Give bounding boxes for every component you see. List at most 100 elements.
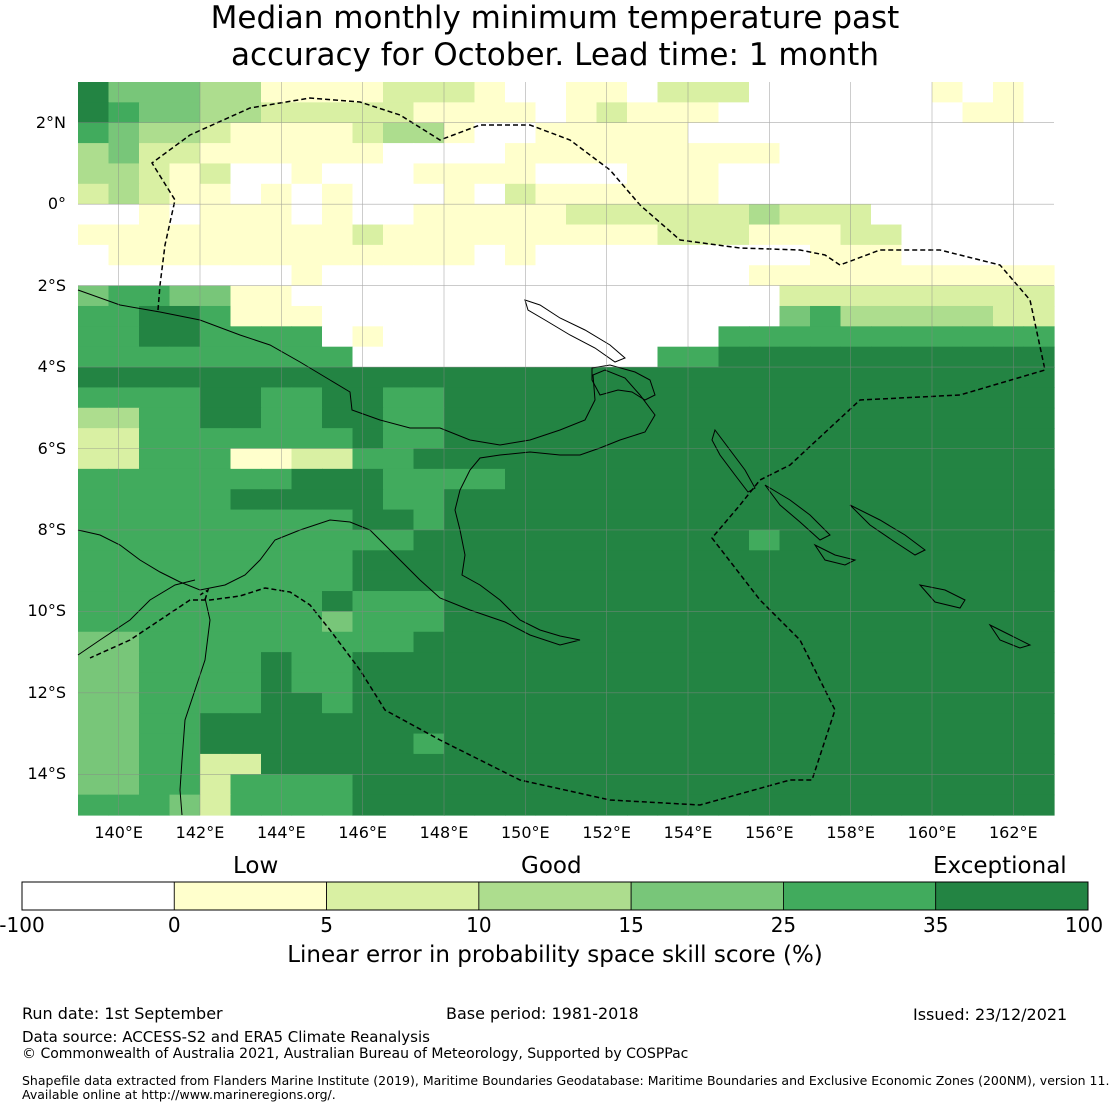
skill-cell xyxy=(1023,692,1055,714)
skill-cell xyxy=(200,244,232,266)
skill-cell xyxy=(108,122,140,144)
skill-cell xyxy=(901,468,933,490)
skill-cell xyxy=(749,611,781,633)
skill-cell xyxy=(78,570,110,592)
skill-cell xyxy=(718,265,750,287)
skill-cell xyxy=(779,285,811,307)
skill-cell xyxy=(840,652,872,674)
papua-south-coast xyxy=(77,579,196,656)
skill-cell xyxy=(1023,224,1055,246)
skill-cell xyxy=(200,611,232,633)
skill-cell xyxy=(688,163,720,185)
skill-cell xyxy=(993,774,1025,796)
skill-cell xyxy=(383,367,415,389)
skill-cell xyxy=(230,489,262,511)
skill-cell xyxy=(139,692,171,714)
skill-cell xyxy=(261,550,293,572)
skill-cell xyxy=(535,346,567,368)
skill-cell xyxy=(718,448,750,470)
skill-cell xyxy=(718,102,750,124)
skill-cell xyxy=(383,652,415,674)
skill-cell xyxy=(932,692,964,714)
skill-cell xyxy=(108,672,140,694)
longitude-tick-label: 158°E xyxy=(826,823,875,842)
maritime-boundaries xyxy=(89,97,1046,806)
skill-cell xyxy=(1023,244,1055,266)
colorbar-tick: 0 xyxy=(167,913,181,937)
skill-cell xyxy=(535,102,567,124)
skill-cell xyxy=(535,163,567,185)
skill-cell xyxy=(444,326,476,348)
skill-cell xyxy=(291,489,323,511)
skill-cell xyxy=(688,305,720,327)
skill-cell xyxy=(657,672,689,694)
skill-cell xyxy=(169,204,201,226)
longitude-tick-label: 150°E xyxy=(501,823,550,842)
skill-cell xyxy=(657,102,689,124)
skill-cell xyxy=(962,692,994,714)
skill-cell xyxy=(474,489,506,511)
skill-cell xyxy=(1023,367,1055,389)
colorbar-segment xyxy=(326,881,480,911)
skill-cell xyxy=(962,407,994,429)
skill-cell xyxy=(810,550,842,572)
skill-cell xyxy=(200,346,232,368)
skill-cell xyxy=(474,733,506,755)
skill-cell xyxy=(230,428,262,450)
latitude-tick-label: 4°S xyxy=(37,357,66,377)
skill-cell xyxy=(108,774,140,796)
skill-cell xyxy=(261,468,293,490)
skill-cell xyxy=(657,82,689,103)
skill-cell xyxy=(108,265,140,287)
skill-cell xyxy=(718,244,750,266)
skill-cell xyxy=(383,631,415,653)
skill-cell xyxy=(932,570,964,592)
skill-cell xyxy=(108,692,140,714)
skill-cell xyxy=(871,713,903,735)
skill-cell xyxy=(840,489,872,511)
skill-cell xyxy=(993,122,1025,144)
skill-cell xyxy=(810,346,842,368)
skill-cell xyxy=(413,550,445,572)
skill-cell xyxy=(291,529,323,551)
skill-cell xyxy=(322,529,354,551)
skill-cell xyxy=(291,367,323,389)
skill-cell xyxy=(566,244,598,266)
skill-cell xyxy=(139,550,171,572)
skill-cell xyxy=(291,774,323,796)
skill-cell xyxy=(108,509,140,531)
skill-cell xyxy=(627,509,659,531)
skill-cell xyxy=(352,367,384,389)
skill-cell xyxy=(505,794,537,816)
skill-cell xyxy=(291,448,323,470)
skill-cell xyxy=(566,183,598,205)
copyright: © Commonwealth of Australia 2021, Austra… xyxy=(22,1046,689,1062)
skill-cell xyxy=(78,448,110,470)
skill-cell xyxy=(962,489,994,511)
skill-cell xyxy=(840,529,872,551)
skill-cell xyxy=(627,244,659,266)
skill-cell xyxy=(1023,611,1055,633)
skill-cell xyxy=(139,244,171,266)
skill-cell xyxy=(840,326,872,348)
skill-cell xyxy=(1023,672,1055,694)
skill-cell xyxy=(566,265,598,287)
skill-cell xyxy=(901,611,933,633)
skill-cell xyxy=(932,774,964,796)
skill-cell xyxy=(230,570,262,592)
skill-cell xyxy=(383,611,415,633)
skill-cell xyxy=(200,468,232,490)
skill-cell xyxy=(261,753,293,775)
skill-cell xyxy=(901,631,933,653)
skill-cell xyxy=(139,102,171,124)
skill-cell xyxy=(718,122,750,144)
skill-cell xyxy=(535,794,567,816)
longitude-tick-label: 162°E xyxy=(989,823,1038,842)
skill-cell xyxy=(291,326,323,348)
skill-cell xyxy=(505,102,537,124)
skill-cell xyxy=(871,265,903,287)
skill-cell xyxy=(261,265,293,287)
skill-cell xyxy=(261,733,293,755)
skill-cell xyxy=(78,631,110,653)
skill-cell xyxy=(840,672,872,694)
